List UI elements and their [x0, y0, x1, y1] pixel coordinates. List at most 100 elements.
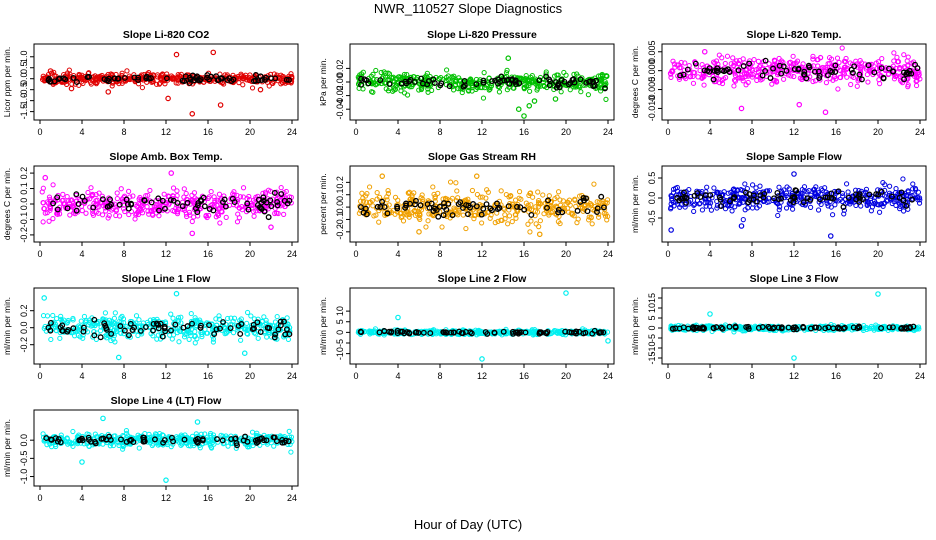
scatter-point [425, 75, 431, 81]
mean-point [680, 71, 687, 78]
scatter-point [722, 60, 728, 67]
scatter-point [835, 86, 841, 92]
scatter-point [498, 188, 504, 194]
scatter-point [50, 216, 56, 222]
scatter-point [169, 336, 175, 342]
scatter-point [239, 73, 245, 79]
scatter-point [374, 77, 380, 83]
scatter-point [486, 87, 492, 93]
mean-point [774, 189, 781, 196]
scatter-point [156, 213, 162, 219]
scatter-point [60, 191, 66, 197]
scatter-point [381, 69, 387, 75]
x-tick-label: 16 [203, 371, 213, 381]
scatter-point [221, 193, 227, 199]
scatter-cloud [40, 415, 295, 483]
outlier-point [268, 224, 274, 230]
y-tick-label: 0.1 [335, 188, 345, 201]
scatter-point [444, 67, 450, 73]
mean-point [806, 64, 813, 71]
scatter-point [905, 82, 911, 88]
scatter-point [154, 202, 160, 209]
scatter-point [285, 336, 292, 343]
scatter-point [745, 79, 751, 86]
mean-point [714, 65, 721, 72]
x-tick-label: 24 [915, 249, 925, 259]
scatter-point [248, 313, 254, 319]
scatter-point [834, 55, 841, 61]
scatter-point [910, 181, 916, 187]
mean-point [363, 77, 370, 84]
mean-point [740, 63, 747, 70]
scatter-point [865, 79, 871, 85]
x-tick-label: 12 [477, 127, 487, 137]
scatter-point [192, 340, 198, 346]
scatter-point [166, 202, 172, 208]
mean-point [46, 75, 52, 82]
scatter-point [848, 81, 854, 88]
mean-point [746, 60, 753, 67]
mean-point [602, 85, 608, 92]
mean-point [778, 70, 785, 77]
x-tick-label: 8 [437, 127, 442, 137]
scatter-point [40, 219, 46, 225]
mean-point [263, 74, 270, 81]
scatter-point [278, 185, 284, 191]
scatter-point [96, 190, 102, 196]
panel-4: Slope Amb. Box Temp.0 4 8 12 16 20 24-0.2-0.10… [2, 151, 299, 259]
y-tick-label: -0.04 [335, 99, 345, 120]
scatter-point [50, 312, 56, 319]
plot-frame [661, 43, 927, 121]
scatter-point [489, 80, 495, 86]
y-tick-label: -0.2 [19, 227, 29, 243]
scatter-point [757, 183, 763, 189]
x-tick-label: 8 [749, 249, 754, 259]
outlier-point [105, 89, 112, 95]
scatter-point [231, 189, 237, 195]
scatter-point [915, 189, 922, 195]
mean-point [878, 65, 885, 72]
scatter-point [50, 182, 56, 188]
scatter-point [745, 73, 751, 79]
mean-point [704, 67, 711, 74]
scatter-point [463, 225, 469, 232]
mean-point [386, 80, 393, 87]
scatter-point [719, 80, 726, 87]
mean-point [495, 76, 502, 83]
mean-point [543, 73, 550, 80]
y-tick-label: 0.2 [335, 176, 345, 189]
x-tick-label: 8 [749, 371, 754, 381]
scatter-point [376, 219, 382, 225]
mean-point [226, 75, 233, 82]
scatter-point [468, 76, 474, 83]
scatter-point [757, 62, 763, 69]
scatter-point [530, 194, 536, 200]
scatter-point [904, 58, 910, 64]
panel-3: Slope Li-820 Temp.0 4 8 12 16 20 24-0.010-0.00… [630, 29, 927, 137]
scatter-point [288, 71, 294, 77]
scatter-point [111, 315, 117, 321]
scatter-point [699, 62, 705, 68]
mean-point [480, 77, 487, 84]
scatter-point [711, 59, 717, 65]
mean-point [546, 82, 553, 89]
x-tick-label: 24 [915, 127, 925, 137]
scatter-point [585, 92, 591, 98]
scatter-point [749, 60, 755, 66]
scatter-point [102, 310, 109, 316]
outlier-point [827, 233, 834, 239]
mean-point [555, 81, 562, 88]
outlier-point [738, 105, 745, 112]
scatter-point [877, 81, 883, 87]
scatter-point [688, 73, 694, 79]
scatter-point [716, 52, 722, 58]
outlier-point [68, 85, 75, 92]
scatter-point [454, 188, 460, 194]
scatter-cloud [668, 171, 923, 239]
scatter-point [170, 207, 176, 214]
scatter-point [133, 313, 140, 319]
mean-point [577, 76, 584, 83]
scatter-point [815, 63, 821, 69]
mean-point [546, 76, 553, 83]
scatter-point [236, 80, 242, 86]
